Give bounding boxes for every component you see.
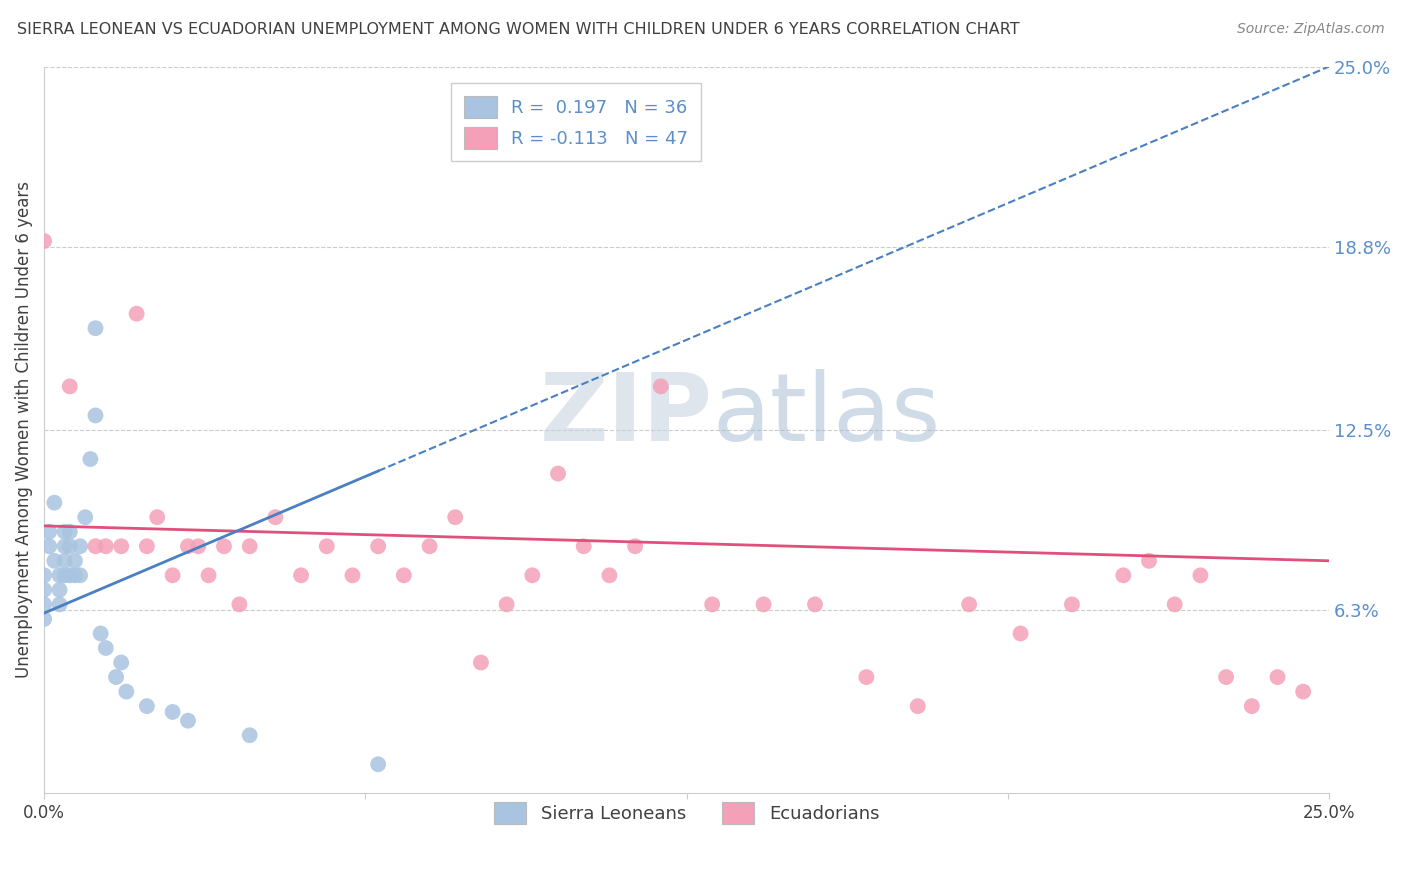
Point [367,757,389,772]
Point [197,568,219,582]
Point [135,539,157,553]
Point [855,670,877,684]
Point [105,670,128,684]
Y-axis label: Unemployment Among Women with Children Under 6 years: Unemployment Among Women with Children U… [15,181,32,679]
Point [1137,554,1160,568]
Point [367,539,389,553]
Point [342,568,364,582]
Point [90,626,112,640]
Point [239,539,262,553]
Point [48,598,70,612]
Point [53,568,76,582]
Point [522,568,544,582]
Text: SIERRA LEONEAN VS ECUADORIAN UNEMPLOYMENT AMONG WOMEN WITH CHILDREN UNDER 6 YEAR: SIERRA LEONEAN VS ECUADORIAN UNEMPLOYMEN… [17,22,1019,37]
Point [110,539,132,553]
Point [702,598,724,612]
Point [32,598,55,612]
Point [495,598,517,612]
Point [212,539,235,553]
Point [315,539,337,553]
Point [419,539,441,553]
Point [162,568,184,582]
Point [239,728,262,742]
Text: Source: ZipAtlas.com: Source: ZipAtlas.com [1237,22,1385,37]
Point [94,539,117,553]
Point [444,510,467,524]
Point [115,684,138,698]
Point [59,524,82,539]
Point [957,598,980,612]
Point [1010,626,1032,640]
Point [48,568,70,582]
Point [53,539,76,553]
Point [63,554,86,568]
Point [79,452,101,467]
Point [290,568,312,582]
Point [84,539,107,553]
Point [53,554,76,568]
Point [69,539,91,553]
Point [38,524,60,539]
Point [146,510,169,524]
Point [624,539,647,553]
Point [1060,598,1083,612]
Point [94,640,117,655]
Point [804,598,827,612]
Point [32,234,55,248]
Point [264,510,287,524]
Point [53,524,76,539]
Point [75,510,97,524]
Point [1292,684,1315,698]
Point [110,656,132,670]
Point [907,699,929,714]
Point [572,539,595,553]
Point [162,705,184,719]
Point [392,568,415,582]
Point [752,598,775,612]
Point [125,307,148,321]
Point [598,568,620,582]
Point [63,568,86,582]
Point [38,539,60,553]
Point [470,656,492,670]
Point [59,568,82,582]
Point [1240,699,1263,714]
Point [1112,568,1135,582]
Point [650,379,672,393]
Point [228,598,250,612]
Point [547,467,569,481]
Point [1164,598,1187,612]
Point [1215,670,1237,684]
Point [84,321,107,335]
Point [32,582,55,597]
Point [1189,568,1212,582]
Point [59,539,82,553]
Point [187,539,209,553]
Point [84,409,107,423]
Point [59,379,82,393]
Text: ZIP: ZIP [540,369,713,461]
Point [44,496,66,510]
Point [177,714,200,728]
Text: atlas: atlas [713,369,941,461]
Point [177,539,200,553]
Point [69,568,91,582]
Legend: Sierra Leoneans, Ecuadorians: Sierra Leoneans, Ecuadorians [482,791,890,835]
Point [32,612,55,626]
Point [1267,670,1289,684]
Point [48,582,70,597]
Point [32,568,55,582]
Point [135,699,157,714]
Point [44,554,66,568]
